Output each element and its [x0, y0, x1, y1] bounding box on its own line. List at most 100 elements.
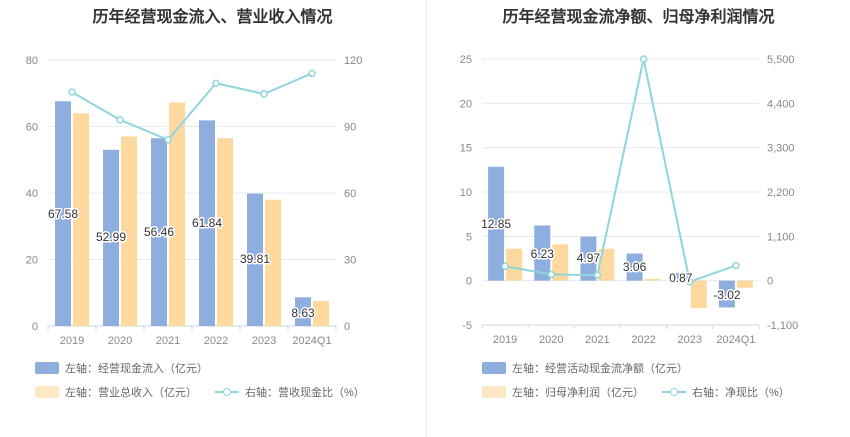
x-axis-tick-label: 2024Q1	[292, 335, 331, 347]
ratio-point	[686, 278, 694, 286]
right-axis-tick-label: 60	[344, 188, 356, 200]
bar-secondary	[169, 102, 185, 326]
ratio-point	[260, 90, 268, 98]
right-axis-tick-label: 2,200	[767, 187, 795, 199]
bar-primary	[718, 280, 735, 308]
bar-primary	[626, 253, 643, 281]
bar-primary	[55, 101, 71, 326]
x-axis-tick-label: 2020	[539, 334, 563, 346]
data-label: 8.63	[291, 306, 315, 320]
ratio-point	[116, 116, 124, 124]
right-chart-plot: -5 -1,100 0 0 5 1,100 10 2,200 15 3,300 20 4,400 25 5…	[460, 54, 798, 346]
left-axis-tick-label: 5	[466, 231, 472, 243]
data-label: 61.84	[192, 216, 222, 230]
ratio-point	[547, 270, 555, 279]
bar-secondary	[552, 244, 569, 281]
x-axis-tick-label: 2021	[585, 334, 609, 346]
ratio-point	[212, 79, 220, 88]
left-axis-tick-label: 60	[26, 122, 38, 134]
data-label: 52.99	[96, 230, 126, 244]
left-chart-panel: 历年经营现金流入、营业收入情况 0 0 20 30 40 60 60 90 80 120 2019 2…	[26, 9, 365, 400]
right-axis-tick-label: 1,100	[767, 231, 795, 243]
left-axis-tick-label: 20	[26, 255, 38, 267]
legend-label: 左轴：归母净利润（亿元）	[512, 387, 644, 399]
ratio-line	[71, 72, 313, 142]
data-label: 56.46	[144, 225, 174, 239]
ratio-point	[68, 88, 76, 96]
right-axis-tick-label: 30	[344, 255, 356, 267]
x-axis-tick-label: 2019	[493, 334, 517, 346]
legend-label: 左轴：营业总收入（亿元）	[65, 387, 197, 399]
legend-item-net-profit[interactable]: 左轴：归母净利润（亿元）	[482, 384, 644, 400]
left-chart-plot: 0 0 20 30 40 60 60 90 80 120 2019 2020 2021 2022 2023 2…	[26, 55, 363, 347]
bar-secondary	[313, 301, 329, 326]
bar-secondary	[265, 199, 281, 326]
bar-secondary	[217, 138, 233, 326]
bar-primary	[488, 166, 505, 281]
legend-label: 左轴：经营活动现金流净额（亿元）	[512, 363, 688, 375]
bar-primary	[295, 297, 311, 326]
left-axis-tick-label: 80	[26, 55, 38, 67]
bar-primary	[247, 193, 263, 326]
x-axis-tick-label: 2022	[631, 334, 655, 346]
legend-swatch	[215, 386, 239, 398]
bar-secondary	[736, 280, 753, 288]
data-label: 12.85	[481, 217, 511, 231]
x-axis-tick-label: 2021	[156, 335, 180, 347]
legend-swatch	[35, 362, 59, 374]
bar-secondary	[598, 248, 615, 281]
left-axis-tick-label: 10	[460, 187, 472, 199]
panel-divider	[426, 0, 427, 437]
data-label: -3.02	[713, 288, 741, 302]
bar-primary	[580, 236, 597, 281]
x-axis-tick-label: 2022	[204, 335, 228, 347]
legend-swatch	[35, 386, 59, 398]
legend-item-net-operating-cash[interactable]: 左轴：经营活动现金流净额（亿元）	[482, 360, 688, 376]
right-axis-tick-label: 3,300	[767, 143, 795, 155]
legend-label: 右轴：净现比（%）	[692, 387, 790, 399]
legend-swatch	[482, 362, 506, 374]
x-axis-tick-label: 2023	[252, 335, 276, 347]
x-axis-tick-label: 2024Q1	[716, 334, 755, 346]
left-axis-tick-label: 25	[460, 54, 472, 66]
data-label: 67.58	[48, 207, 78, 221]
left-axis-tick-label: 20	[460, 98, 472, 110]
right-axis-tick-label: 4,400	[767, 98, 795, 110]
data-label: 0.87	[669, 271, 693, 285]
bar-secondary	[690, 280, 707, 309]
x-axis-tick-label: 2023	[678, 334, 702, 346]
chart-title: 历年经营现金流净额、归母净利润情况	[502, 9, 775, 26]
legend-item-net-cash-ratio[interactable]: 右轴：净现比（%）	[662, 384, 790, 400]
bar-primary	[534, 225, 551, 281]
right-axis-tick-label: 120	[344, 55, 362, 67]
ratio-point	[308, 69, 316, 78]
right-axis-tick-label: 0	[344, 321, 350, 333]
bar-secondary	[644, 278, 661, 281]
right-axis-tick-label: 0	[767, 276, 773, 288]
ratio-point	[732, 261, 740, 270]
data-label: 3.06	[623, 260, 647, 274]
x-axis-tick-label: 2020	[108, 335, 132, 347]
right-axis-tick-label: 5,500	[767, 54, 795, 66]
ratio-point	[164, 136, 172, 144]
x-axis-tick-label: 2019	[60, 335, 84, 347]
bar-secondary	[73, 113, 89, 326]
left-axis-tick-label: 0	[466, 276, 472, 288]
bar-secondary	[506, 248, 523, 281]
ratio-line	[504, 58, 737, 284]
data-label: 39.81	[240, 252, 270, 266]
ratio-point	[639, 55, 648, 63]
bar-secondary	[121, 136, 137, 326]
bar-primary	[672, 272, 689, 281]
left-axis-tick-label: 15	[460, 143, 472, 155]
legend-item-revenue-cash-ratio[interactable]: 右轴：营收现金比（%）	[215, 384, 365, 400]
right-axis-tick-label: -1,100	[767, 320, 798, 332]
legend-label: 右轴：营收现金比（%）	[245, 387, 365, 399]
right-axis-tick-label: 90	[344, 122, 356, 134]
legend-item-cash-inflow[interactable]: 左轴：经营现金流入（亿元）	[35, 360, 208, 376]
data-label: 6.23	[531, 247, 555, 261]
data-label: 4.97	[577, 251, 601, 265]
legend-item-revenue[interactable]: 左轴：营业总收入（亿元）	[35, 384, 197, 400]
bar-primary	[199, 120, 215, 327]
ratio-point	[501, 262, 509, 271]
